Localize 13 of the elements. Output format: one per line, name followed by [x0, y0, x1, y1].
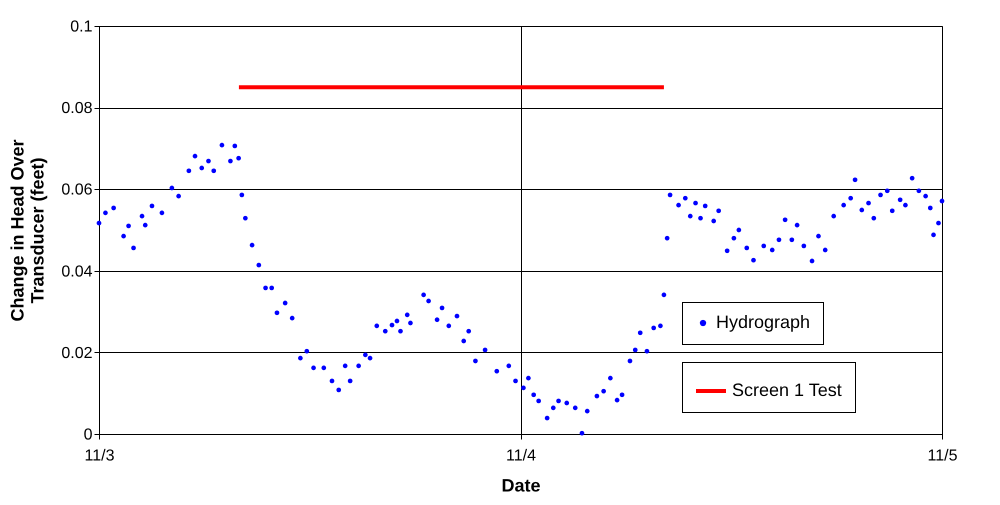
y-tick-label: 0.06 — [61, 182, 93, 199]
x-tick-label: 11/3 — [84, 448, 115, 464]
x-tick-label: 11/5 — [928, 448, 958, 464]
y-tick-label: 0.08 — [61, 100, 93, 118]
y-tick-label: 0.1 — [70, 18, 93, 36]
y-axis-title: Change in Head Over Transducer (feet) — [7, 139, 48, 322]
legend-label: Hydrograph — [716, 312, 810, 332]
y-tick-label: 0 — [84, 426, 93, 444]
x-tick-label: 11/4 — [506, 448, 536, 464]
x-axis-title: Date — [501, 476, 541, 496]
y-tick-label: 0.04 — [61, 263, 93, 280]
y-tick-label: 0.02 — [61, 344, 93, 362]
legend-label: Screen 1 Test — [732, 380, 842, 400]
